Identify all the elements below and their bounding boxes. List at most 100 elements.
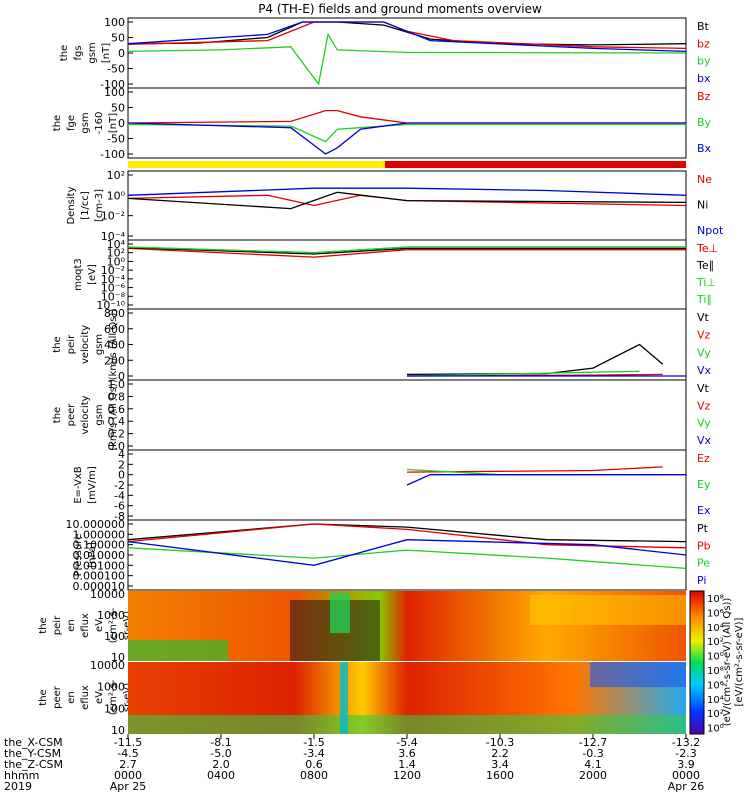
legend-Pt: Pt xyxy=(697,522,709,535)
y-tick-label: 2 xyxy=(118,458,125,471)
x-axis-value: 3.4 xyxy=(491,758,509,771)
panel-fgs: 100 50 0 -50 -100 the fgs gsm [nT] Bt bz by bx xyxy=(59,16,711,91)
peer-spectrogram xyxy=(128,662,686,734)
y-tick-label: 100 xyxy=(104,86,125,99)
y-tick-label: -100 xyxy=(100,148,125,161)
y-tick-label: 1.0 xyxy=(108,378,126,391)
x-axis-row-name: hhmm xyxy=(4,769,39,782)
y-tick-label: 0 xyxy=(118,469,125,482)
y-tick-label: 0 xyxy=(118,47,125,60)
y-tick-label: 100 xyxy=(104,16,125,29)
x-axis-row-name: 2019 xyxy=(4,780,32,793)
legend-Vx: Vx xyxy=(697,434,712,447)
legend-Bt: Bt xyxy=(697,20,710,33)
panel-peer_en: 10000 1000 100 10 the peer en eflux eV (cm²-s-sr-… xyxy=(38,659,133,737)
status-bar-yellow xyxy=(128,161,385,168)
y-axis-label: fge xyxy=(66,115,77,131)
y-tick-label: 10 xyxy=(111,724,125,737)
series-Ni xyxy=(127,191,687,210)
y-axis-label: gsm xyxy=(94,404,105,425)
y-axis-label: Pressure xyxy=(73,534,84,577)
x-axis-row-name: the_X-CSM xyxy=(4,736,63,749)
legend-bz: bz xyxy=(697,37,710,50)
y-tick-label: 100 xyxy=(104,630,125,643)
y-axis-label: gsm xyxy=(87,42,98,63)
x-axis-value: -5.4 xyxy=(396,736,417,749)
y-tick-label: 0.6 xyxy=(108,403,126,416)
y-axis-label: eflux xyxy=(80,613,91,638)
y-axis-label: [eV] xyxy=(87,264,98,285)
x-axis-value: 2.2 xyxy=(491,747,509,760)
x-axis-value: 0000 xyxy=(114,769,142,782)
y-tick-label: 10⁻² xyxy=(101,264,125,277)
colorbar-tick: 10² xyxy=(707,637,724,648)
legend-Te⊥: Te⊥ xyxy=(696,242,718,255)
panel-pressure: 10.0000001.0000000.1000000.0100000.00100… xyxy=(66,518,711,593)
legend-Ne: Ne xyxy=(697,173,712,186)
y-tick-label: 10⁻⁶ xyxy=(101,282,126,295)
y-axis-label: gsm xyxy=(80,112,91,133)
y-tick-label: 0 xyxy=(118,117,125,130)
x-axis-value: 3.9 xyxy=(677,758,695,771)
legend-Npot: Npot xyxy=(697,224,724,237)
x-axis-value: 0.6 xyxy=(305,758,323,771)
y-tick-label: 0.000100 xyxy=(73,570,126,583)
y-tick-label: 0.100000 xyxy=(73,539,126,552)
panel-frame xyxy=(127,379,687,451)
legend-Vx: Vx xyxy=(697,364,712,377)
series-Bz xyxy=(127,109,686,124)
y-tick-label: -8 xyxy=(114,510,125,523)
colorbar-tick: 10⁸ xyxy=(707,666,724,677)
x-axis-value: -8.1 xyxy=(210,736,231,749)
legend-Pb: Pb xyxy=(697,539,711,552)
y-axis-label: peir xyxy=(52,615,63,635)
panel-density: 10² 10⁰ 10⁻² 10⁻⁴ Density [1/cc] [cm-3] Ne Ni Npo… xyxy=(66,169,724,243)
y-axis-label: gsm xyxy=(94,334,105,355)
series-Vt xyxy=(406,343,664,376)
colorbar-tick: 10² xyxy=(707,709,724,720)
x-axis-value: -12.7 xyxy=(579,736,607,749)
y-tick-label: 0.8 xyxy=(108,390,126,403)
y-axis-label: [nPa] xyxy=(87,542,98,568)
y-axis-label: peir xyxy=(66,334,77,354)
series-Pt xyxy=(127,523,687,543)
x-axis-value: Apr 26 xyxy=(668,780,705,793)
y-tick-label: 10⁰ xyxy=(107,189,126,202)
y-axis-label: [cm-3] xyxy=(94,189,105,222)
y-tick-label: -6 xyxy=(114,500,125,513)
series-Pi xyxy=(127,539,687,566)
y-axis-label: velocity xyxy=(80,325,91,364)
x-axis-value: 3.6 xyxy=(398,747,416,760)
panel-peir_vel: 800 600 400 200 0 the peir velocity gsm (km/s (Al… xyxy=(52,307,712,383)
series-Ey xyxy=(406,468,663,476)
y-axis-label: sr-eV) xyxy=(122,611,133,640)
y-axis-label: eV xyxy=(94,691,105,704)
series-bx xyxy=(127,21,687,53)
y-tick-label: 800 xyxy=(104,307,125,320)
legend-Pe: Pe xyxy=(697,557,710,570)
y-axis-label: the xyxy=(38,617,49,633)
y-tick-label: 0.000010 xyxy=(73,580,126,593)
series-Npot xyxy=(127,187,687,196)
x-axis-value: -10.3 xyxy=(486,736,514,749)
y-axis-label: fgs xyxy=(73,45,84,60)
panel-peir_en: 10000 1000 100 10 the peir en eflux eV (cm²-s-sr-… xyxy=(38,588,133,664)
y-tick-label: 10⁻² xyxy=(101,210,125,223)
legend-Ey: Ey xyxy=(697,478,711,491)
y-axis-label: (km/s (All Qs)) xyxy=(108,379,119,451)
y-axis-label: (cm²-s- xyxy=(108,607,119,643)
legend-Ti∥: Ti∥ xyxy=(696,293,712,306)
legend-bx: bx xyxy=(697,72,711,85)
peir-spectrogram xyxy=(128,591,686,661)
x-axis-value: -1.5 xyxy=(303,736,324,749)
y-tick-label: 10⁴ xyxy=(107,238,126,251)
colorbar-tick: 10⁸ xyxy=(707,594,724,605)
y-tick-label: 50 xyxy=(111,32,125,45)
x-axis-value: -2.3 xyxy=(675,747,696,760)
panel-peer_vel: 1.00.80.60.40.20.0 the peer velocity gsm (km/… xyxy=(52,378,712,453)
y-tick-label: 0 xyxy=(118,370,125,383)
y-axis-label: the xyxy=(52,115,63,131)
y-axis-label: the xyxy=(52,407,63,423)
